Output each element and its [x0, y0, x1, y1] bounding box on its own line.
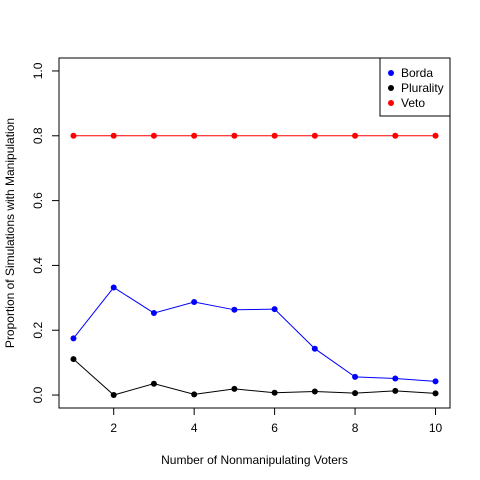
data-point-plurality	[150, 380, 157, 387]
data-point-borda	[110, 284, 117, 291]
data-point-plurality	[231, 385, 238, 392]
data-point-plurality	[432, 390, 439, 397]
y-tick-label: 0.8	[31, 127, 45, 144]
x-tick-label: 10	[429, 421, 443, 435]
data-point-plurality	[70, 356, 77, 363]
y-axis-title: Proportion of Simulations with Manipulat…	[3, 118, 17, 348]
data-point-plurality	[392, 387, 399, 394]
legend-label-borda: Borda	[401, 66, 433, 80]
plot-frame	[58, 57, 451, 409]
x-axis-title: Number of Nonmanipulating Voters	[161, 453, 348, 467]
y-tick-label: 0.0	[31, 386, 45, 403]
data-point-borda	[432, 378, 439, 385]
data-point-plurality	[110, 392, 117, 399]
y-axis: 0.0 0.2 0.4 0.6 0.8 1.0	[31, 62, 59, 403]
data-point-borda	[191, 299, 198, 306]
y-tick-label: 0.4	[31, 257, 45, 274]
data-point-veto	[271, 132, 278, 139]
series-line-borda	[73, 286, 436, 382]
data-point-veto	[432, 132, 439, 139]
data-point-borda	[352, 373, 359, 380]
series-line-plurality	[73, 358, 436, 396]
data-point-borda	[271, 306, 278, 313]
x-tick-label: 4	[191, 421, 198, 435]
legend-marker-veto	[388, 100, 394, 106]
x-tick-label: 6	[271, 421, 278, 435]
series-layer	[70, 132, 439, 399]
data-point-plurality	[191, 391, 198, 398]
legend-marker-borda	[388, 70, 394, 76]
legend-marker-plurality	[388, 85, 394, 91]
data-point-borda	[392, 375, 399, 382]
data-point-borda	[70, 335, 77, 342]
y-tick-label: 0.6	[31, 192, 45, 209]
data-point-borda	[231, 306, 238, 313]
data-point-veto	[110, 132, 117, 139]
x-tick-label: 2	[110, 421, 117, 435]
data-point-plurality	[311, 388, 318, 395]
legend-label-plurality: Plurality	[401, 81, 444, 95]
data-point-veto	[191, 132, 198, 139]
data-point-plurality	[352, 390, 359, 397]
y-tick-label: 0.2	[31, 322, 45, 339]
data-point-veto	[392, 132, 399, 139]
data-point-veto	[70, 132, 77, 139]
data-point-veto	[231, 132, 238, 139]
x-tick-label: 8	[352, 421, 359, 435]
data-point-veto	[311, 132, 318, 139]
x-axis: 2 4 6 8 10	[110, 408, 443, 435]
data-point-veto	[352, 132, 359, 139]
data-point-plurality	[271, 389, 278, 396]
data-point-borda	[150, 310, 157, 317]
data-point-veto	[150, 132, 157, 139]
data-point-borda	[311, 345, 318, 352]
legend-label-veto: Veto	[401, 96, 425, 110]
y-tick-label: 1.0	[31, 62, 45, 79]
